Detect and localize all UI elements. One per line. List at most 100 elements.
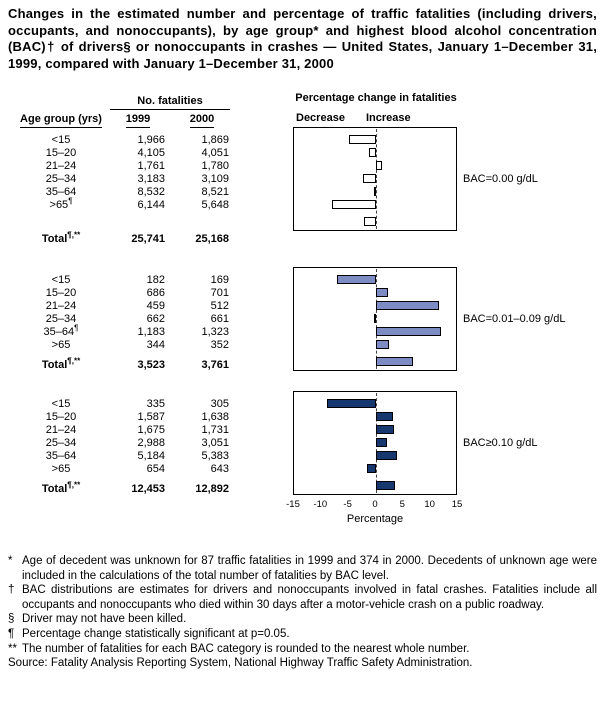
age-group-cell: 15–20 <box>45 146 77 159</box>
fatalities-2000-cell: 8,521 <box>201 185 229 198</box>
fatalities-2000-cell: 643 <box>210 462 229 475</box>
fatalities-header: No. fatalities <box>110 95 230 110</box>
age-group-cell: <15 <box>51 133 71 146</box>
bac-000-label: BAC=0.00 g/dL <box>463 173 538 185</box>
fatalities-1999-cell: 662 <box>146 312 165 325</box>
footnote-marker: ¶,** <box>67 355 81 365</box>
footnote-marker: ** <box>8 642 17 655</box>
table-header: No. fatalities Age group (yrs) 1999 2000 <box>16 95 234 128</box>
footnote-marker: ¶ <box>74 322 79 332</box>
zero-baseline <box>375 269 377 369</box>
age-col-header: Age group (yrs) <box>16 113 106 128</box>
table-row: <15 182 169 <box>16 273 234 286</box>
fatalities-1999-cell: 5,184 <box>137 449 165 462</box>
fatalities-2000-cell: 5,648 <box>201 198 229 211</box>
fatalities-1999-cell: 686 <box>146 286 165 299</box>
fatalities-2000-cell: 3,051 <box>201 436 229 449</box>
footnote: § Driver may not have been killed. <box>8 612 597 627</box>
footnote-text: Source: Fatality Analysis Reporting Syst… <box>8 657 473 670</box>
table-row: 21–24 1,761 1,780 <box>16 159 234 172</box>
chart-bar <box>326 399 376 408</box>
chart-bar <box>376 481 396 490</box>
fatalities-2000-cell: 1,638 <box>201 410 229 423</box>
table-row: >65 344 352 <box>16 338 234 351</box>
table-total-row: Total¶,** 12,453 12,892 <box>16 479 234 495</box>
x-axis: -15 -10 -5 0 5 10 15 <box>286 499 462 511</box>
table-total-row: Total¶,** 3,523 3,761 <box>16 355 234 371</box>
col-2000-header: 2000 <box>170 113 234 128</box>
chart-bac-000 <box>293 127 457 231</box>
footnote-marker: ¶,** <box>67 479 81 489</box>
x-tick-label: -5 <box>343 499 352 510</box>
fatalities-header-label: No. fatalities <box>137 95 203 107</box>
column-headers: Age group (yrs) 1999 2000 <box>16 113 234 128</box>
table-row: 35–64 8,532 8,521 <box>16 185 234 198</box>
table-group-bac-000: <15 1,966 1,869 15–20 4,105 4,051 21–24 1,761 1,… <box>16 133 234 245</box>
fatalities-1999-cell: 182 <box>146 273 165 286</box>
chart-bar <box>337 275 376 284</box>
table-row: 25–34 2,988 3,051 <box>16 436 234 449</box>
col-1999-header: 1999 <box>106 113 170 128</box>
fatalities-1999-cell: 1,761 <box>137 159 165 172</box>
table-row: 15–20 4,105 4,051 <box>16 146 234 159</box>
chart-title: Percentage change in fatalities <box>295 92 457 104</box>
chart-bar <box>368 148 376 157</box>
footnote-marker: ¶,** <box>67 229 81 239</box>
table-row: 35–64 5,184 5,383 <box>16 449 234 462</box>
fatalities-2000-cell: 305 <box>210 397 229 410</box>
chart-bar <box>376 327 441 336</box>
fatalities-1999-cell: 3,523 <box>137 358 165 371</box>
fatalities-2000-cell: 169 <box>210 273 229 286</box>
x-tick-label: 15 <box>451 499 463 510</box>
x-axis-title: Percentage <box>346 513 404 525</box>
table-row: >65 654 643 <box>16 462 234 475</box>
age-group-cell: 25–34 <box>45 312 77 325</box>
footnotes: * Age of decedent was unknown for 87 traf… <box>8 554 597 671</box>
footnote-text: The number of fatalities for each BAC ca… <box>22 642 470 655</box>
figure-title: Changes in the estimated number and perc… <box>8 6 597 71</box>
age-group-cell: >65 <box>51 462 71 475</box>
fatalities-1999-cell: 4,105 <box>137 146 165 159</box>
x-tick-label: -10 <box>313 499 328 510</box>
table-row: 35–64¶ 1,183 1,323 <box>16 322 234 338</box>
table-group-bac-001-009: <15 182 169 15–20 686 701 21–24 459 512 25–34 662 6… <box>16 273 234 371</box>
chart-bar <box>376 161 382 170</box>
age-group-cell: <15 <box>51 273 71 286</box>
table-row: >65¶ 6,144 5,648 <box>16 195 234 211</box>
table-row: <15 335 305 <box>16 397 234 410</box>
chart-bar <box>374 187 376 196</box>
fatalities-2000-cell: 1,780 <box>201 159 229 172</box>
chart-bar <box>374 314 376 323</box>
footnote-marker: ¶ <box>68 195 73 205</box>
fatalities-1999-cell: 459 <box>146 299 165 312</box>
decrease-label: Decrease <box>296 112 345 124</box>
fatalities-1999-cell: 6,144 <box>137 198 165 211</box>
zero-baseline <box>375 129 377 229</box>
footnote: ** The number of fatalities for each BAC … <box>8 642 597 657</box>
age-group-cell: Total¶,** <box>41 479 81 495</box>
table-row: 15–20 686 701 <box>16 286 234 299</box>
chart-bar <box>376 451 397 460</box>
fatalities-1999-cell: 335 <box>146 397 165 410</box>
chart-bar <box>366 464 376 473</box>
chart-bar <box>376 412 394 421</box>
fatalities-1999-cell: 25,741 <box>131 232 165 245</box>
table-total-row: Total¶,** 25,741 25,168 <box>16 229 234 245</box>
age-group-cell: >65 <box>51 338 71 351</box>
table-row: 21–24 1,675 1,731 <box>16 423 234 436</box>
fatalities-1999-cell: 12,453 <box>131 482 165 495</box>
table-row: 25–34 662 661 <box>16 312 234 325</box>
table-row: 25–34 3,183 3,109 <box>16 172 234 185</box>
footnote-marker: § <box>8 613 15 626</box>
age-group-cell: 21–24 <box>45 159 77 172</box>
fatalities-2000-cell: 4,051 <box>201 146 229 159</box>
age-group-cell: 15–20 <box>45 410 77 423</box>
fatalities-2000-cell: 3,109 <box>201 172 229 185</box>
footnote-marker: ¶ <box>8 627 15 640</box>
fatalities-2000-cell: 352 <box>210 338 229 351</box>
footnote-marker: † <box>8 584 15 597</box>
age-group-cell: 25–34 <box>45 172 77 185</box>
table-group-bac-010: <15 335 305 15–20 1,587 1,638 21–24 1,675 1,731 2… <box>16 397 234 495</box>
fatalities-1999-cell: 1,587 <box>137 410 165 423</box>
